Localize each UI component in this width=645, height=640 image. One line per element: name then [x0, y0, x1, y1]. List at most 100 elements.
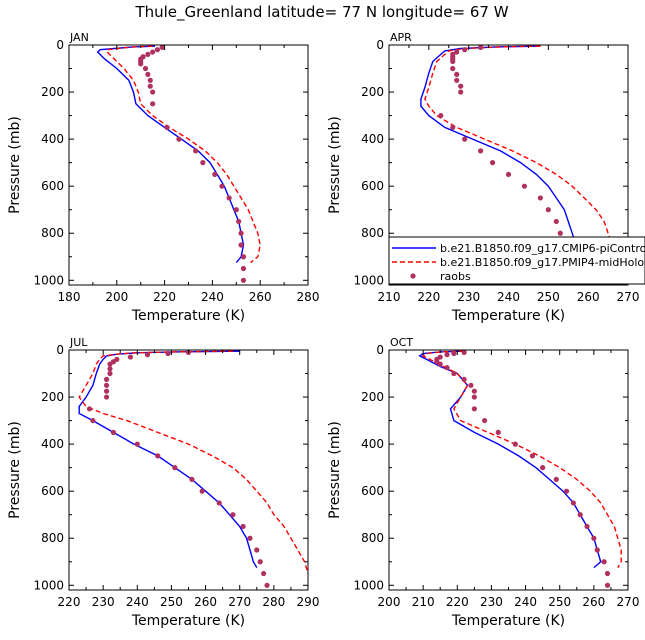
x-tick-label: 220	[58, 595, 81, 609]
y-tick-label: 1000	[353, 273, 384, 287]
raob-point	[437, 361, 443, 367]
raob-point	[164, 124, 170, 130]
raob-point	[454, 49, 460, 55]
y-tick-label: 800	[361, 531, 384, 545]
y-tick-label: 0	[56, 343, 64, 357]
raob-point	[90, 417, 96, 424]
x-tick-label: 280	[262, 595, 285, 609]
legend-label: b.e21.B1850.f09_g17.CMIP6-piControl.001	[440, 242, 645, 255]
raob-point	[127, 354, 134, 360]
x-tick-label: 210	[412, 595, 435, 609]
raob-point	[233, 207, 239, 213]
y-axis-label: Pressure (mb)	[327, 116, 343, 214]
axes-frame	[68, 44, 309, 286]
raob-point	[154, 47, 161, 53]
raob-point	[200, 160, 206, 166]
x-tick-label: 260	[249, 290, 272, 304]
y-tick-label: 200	[41, 390, 64, 404]
panel-jul: JUL 220 230 240 250 260 270 280 290 0 200 400 600 800…	[7, 336, 319, 629]
plot-area	[78, 350, 308, 588]
series-line-piControl	[96, 45, 245, 264]
x-tick-label: 270	[617, 595, 640, 609]
panel-jan: JAN 180 200 220 240 260 280 0 200 400 600 800 1000 Te…	[7, 31, 319, 324]
raob-point	[512, 441, 518, 447]
y-tick-label: 200	[361, 85, 384, 99]
legend-label: raobs	[440, 270, 471, 283]
y-tick-label: 800	[41, 226, 64, 240]
legend-box	[388, 236, 645, 285]
raob-point	[454, 77, 460, 83]
raob-point	[604, 570, 611, 577]
raob-point	[461, 376, 467, 383]
raob-point	[545, 207, 551, 213]
x-tick-label: 270	[617, 290, 640, 304]
y-axis-label: Pressure (mb)	[327, 421, 343, 519]
x-tick-label: 230	[457, 290, 480, 304]
y-tick-label: 400	[361, 437, 384, 451]
raob-point	[226, 195, 232, 201]
raob-point	[219, 183, 225, 189]
y-axis-label: Pressure (mb)	[7, 116, 23, 214]
raob-point	[604, 582, 611, 588]
y-tick-label: 600	[41, 484, 64, 498]
x-tick-label: 250	[537, 290, 560, 304]
raob-point	[103, 382, 110, 388]
raob-point	[458, 89, 464, 95]
raob-point	[450, 65, 456, 72]
raob-point	[165, 350, 171, 357]
x-tick-label: 290	[297, 595, 320, 609]
series-line-midHolocene	[424, 45, 613, 263]
raob-point	[537, 195, 543, 201]
raob-point	[482, 417, 488, 424]
raob-point	[451, 350, 457, 357]
raob-point	[155, 453, 161, 459]
raob-point	[147, 77, 153, 83]
y-tick-label: 0	[376, 343, 384, 357]
raob-point	[193, 148, 199, 154]
raob-point	[150, 89, 156, 95]
raob-point	[247, 535, 253, 541]
axes-frame	[388, 349, 629, 591]
raob-point	[462, 47, 468, 53]
y-tick-label: 600	[361, 484, 384, 498]
raob-point	[103, 376, 110, 383]
y-tick-label: 1000	[33, 578, 64, 592]
raob-point	[461, 350, 467, 355]
raob-point	[86, 406, 93, 412]
raob-point	[444, 365, 450, 371]
y-tick-label: 400	[41, 437, 64, 451]
raob-point	[591, 535, 597, 541]
y-tick-label: 0	[56, 38, 64, 52]
y-tick-label: 600	[361, 179, 384, 193]
plot-area	[418, 350, 622, 588]
raob-point	[478, 45, 484, 50]
x-axis-label: Temperature (K)	[451, 308, 565, 324]
raob-point	[110, 429, 116, 435]
y-tick-label: 400	[361, 132, 384, 146]
legend-marker	[410, 273, 416, 279]
raob-point	[529, 453, 536, 459]
raob-point	[444, 352, 450, 358]
panel-title: APR	[390, 31, 412, 44]
raob-point	[145, 71, 151, 78]
raob-point	[489, 160, 496, 166]
raob-point	[468, 382, 474, 388]
raob-point	[107, 361, 113, 367]
panel-oct: OCT 200 210 220 230 240 250 260 270 0 200 400 600 800…	[327, 336, 639, 629]
raob-point	[240, 277, 247, 283]
x-tick-label: 220	[446, 595, 469, 609]
raob-point	[147, 83, 153, 89]
raob-point	[199, 488, 205, 494]
series-line-piControl	[78, 350, 258, 568]
raob-point	[450, 124, 456, 130]
x-tick-label: 240	[201, 290, 224, 304]
x-tick-label: 250	[160, 595, 183, 609]
y-tick-label: 200	[41, 85, 64, 99]
raob-point	[570, 500, 576, 506]
raob-point	[107, 366, 113, 372]
raob-point	[144, 352, 151, 358]
raob-point	[557, 230, 563, 236]
raob-point	[107, 370, 113, 377]
x-tick-label: 240	[514, 595, 537, 609]
raob-point	[189, 476, 195, 483]
